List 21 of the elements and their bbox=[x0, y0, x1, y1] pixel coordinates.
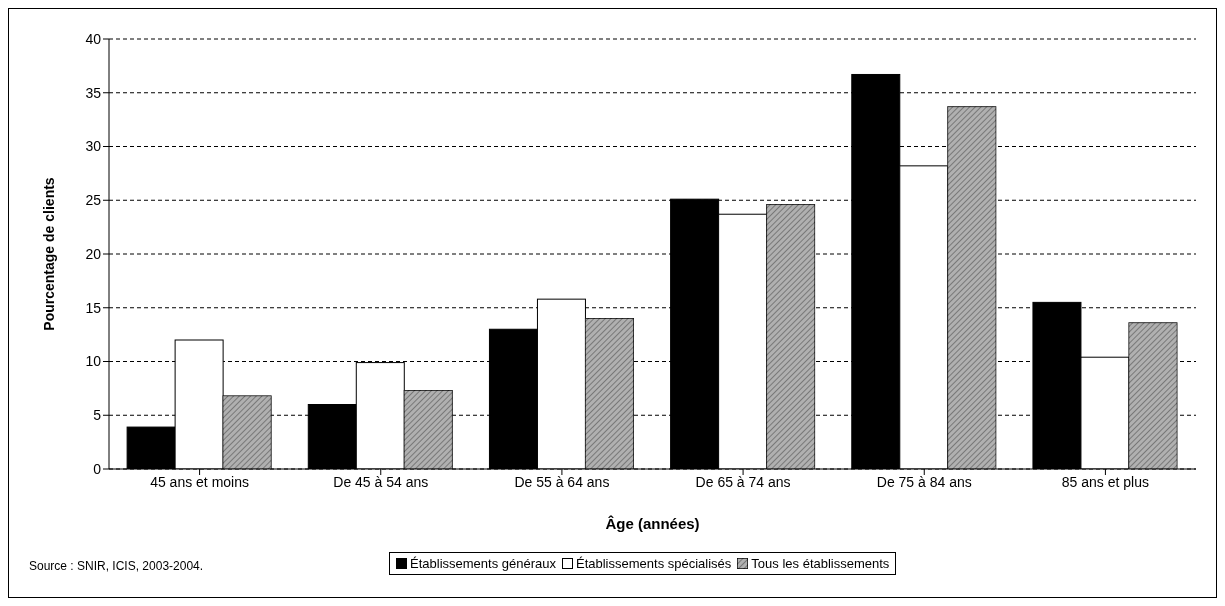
y-tick-label: 0 bbox=[93, 460, 102, 477]
x-tick-label: De 45 à 54 ans bbox=[333, 473, 429, 490]
y-tick-label: 30 bbox=[85, 138, 102, 155]
y-tick-label: 15 bbox=[85, 299, 102, 316]
y-tick-label: 5 bbox=[93, 407, 102, 424]
y-tick-label: 40 bbox=[85, 30, 102, 47]
y-tick-label: 25 bbox=[85, 192, 102, 209]
x-tick-label: De 65 à 74 ans bbox=[695, 473, 791, 490]
legend-label: Tous les établissements bbox=[750, 556, 890, 571]
x-tick-label: De 75 à 84 ans bbox=[876, 473, 972, 490]
y-tick-label: 10 bbox=[85, 353, 102, 370]
y-tick-label: 20 bbox=[85, 245, 102, 262]
y-axis-title: Pourcentage de clients bbox=[40, 177, 57, 331]
x-axis-title: Âge (années) bbox=[605, 515, 700, 532]
source-note: Source : SNIR, ICIS, 2003-2004. bbox=[29, 559, 204, 573]
y-tick-label: 35 bbox=[85, 84, 102, 101]
x-tick-label: De 55 à 64 ans bbox=[514, 473, 610, 490]
legend-label: Établissements généraux bbox=[409, 556, 556, 571]
legend-label: Établissements spécialisés bbox=[575, 556, 732, 571]
x-tick-label: 45 ans et moins bbox=[150, 473, 250, 490]
x-tick-label: 85 ans et plus bbox=[1061, 473, 1149, 490]
